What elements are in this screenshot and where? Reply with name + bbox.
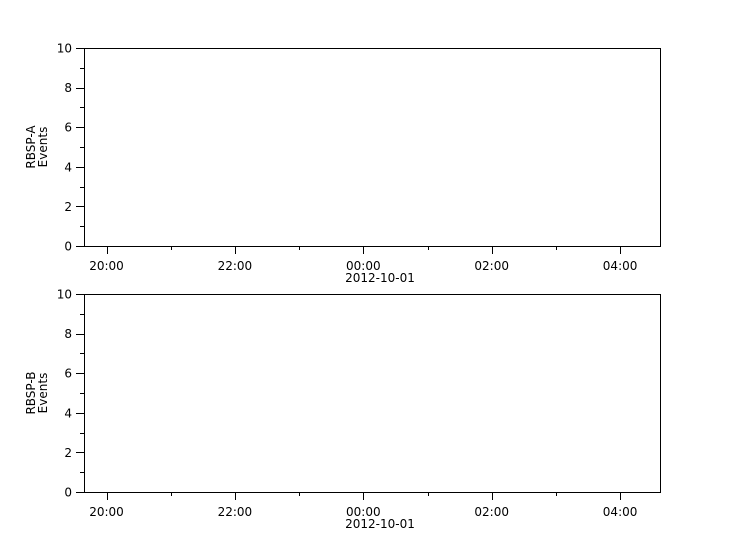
- y-tick-label: 2: [64, 200, 72, 214]
- panel-rbsp-b: RBSP-B Events 2012-10-01 0 2 4 6 8 10 20:00 22:…: [24, 288, 661, 531]
- x-date-label: 2012-10-01: [345, 271, 415, 285]
- x-date-label: 2012-10-01: [345, 517, 415, 531]
- y-tick-label: 6: [64, 121, 72, 135]
- ylabel-line2: Events: [36, 127, 50, 168]
- y-tick-label: 10: [57, 288, 72, 302]
- y-tick-label: 8: [64, 81, 72, 95]
- y-tick-label: 10: [57, 42, 72, 56]
- x-tick-label: 00:00: [346, 505, 381, 519]
- x-tick-label: 20:00: [89, 505, 124, 519]
- y-tick-label: 4: [64, 406, 72, 420]
- panel-rbsp-a: RBSP-A Events 2012-10-01 0 2 4 6 8 10 20:00 22:…: [24, 42, 661, 285]
- ylabel-line2: Events: [36, 373, 50, 414]
- y-tick-label: 6: [64, 367, 72, 381]
- x-tick-label: 04:00: [603, 505, 638, 519]
- y-tick-label: 4: [64, 160, 72, 174]
- plot-frame: [84, 48, 661, 247]
- plot-frame: [84, 294, 661, 493]
- x-tick-label: 02:00: [474, 259, 509, 273]
- y-tick-label: 8: [64, 327, 72, 341]
- y-tick-label: 0: [64, 486, 72, 500]
- ylabel-line1: RBSP-A: [24, 125, 38, 169]
- x-tick-label: 22:00: [218, 505, 253, 519]
- ylabel-line1: RBSP-B: [24, 371, 38, 414]
- x-tick-label: 20:00: [89, 259, 124, 273]
- x-tick-label: 04:00: [603, 259, 638, 273]
- y-tick-label: 2: [64, 446, 72, 460]
- y-tick-label: 0: [64, 240, 72, 254]
- x-tick-label: 22:00: [218, 259, 253, 273]
- x-tick-label: 00:00: [346, 259, 381, 273]
- x-tick-label: 02:00: [474, 505, 509, 519]
